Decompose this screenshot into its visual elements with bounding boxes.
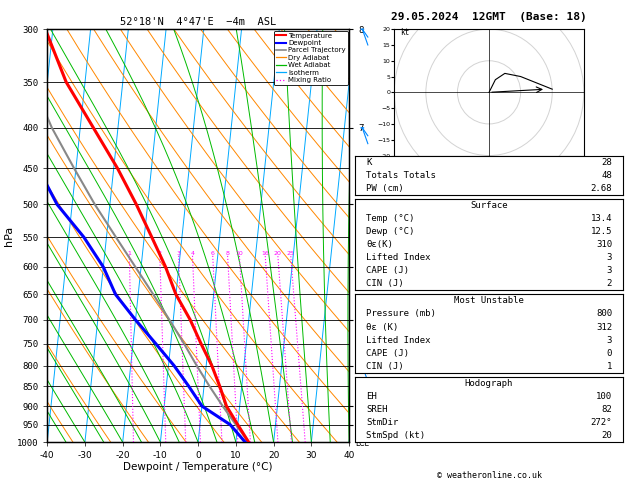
Text: 100: 100 xyxy=(596,392,612,401)
Text: 310: 310 xyxy=(596,240,612,249)
Text: 2.68: 2.68 xyxy=(591,184,612,193)
Text: Most Unstable: Most Unstable xyxy=(454,296,524,305)
Text: StmDir: StmDir xyxy=(366,418,398,427)
Text: Temp (°C): Temp (°C) xyxy=(366,214,415,223)
Text: LCL: LCL xyxy=(355,438,369,448)
Text: kt: kt xyxy=(401,29,410,37)
Text: StmSpd (kt): StmSpd (kt) xyxy=(366,431,425,440)
Text: 82: 82 xyxy=(601,405,612,414)
Text: 2: 2 xyxy=(606,279,612,288)
Legend: Temperature, Dewpoint, Parcel Trajectory, Dry Adiabat, Wet Adiabat, Isotherm, Mi: Temperature, Dewpoint, Parcel Trajectory… xyxy=(274,31,348,85)
Text: 0: 0 xyxy=(606,349,612,358)
Text: θε(K): θε(K) xyxy=(366,240,393,249)
Text: 3: 3 xyxy=(177,251,181,257)
Text: 8: 8 xyxy=(226,251,230,257)
Text: 2: 2 xyxy=(158,251,162,257)
Text: EH: EH xyxy=(366,392,377,401)
Text: Lifted Index: Lifted Index xyxy=(366,253,431,262)
Text: 13.4: 13.4 xyxy=(591,214,612,223)
Text: PW (cm): PW (cm) xyxy=(366,184,404,193)
Text: Pressure (mb): Pressure (mb) xyxy=(366,310,436,318)
Text: 800: 800 xyxy=(596,310,612,318)
Text: © weatheronline.co.uk: © weatheronline.co.uk xyxy=(437,471,542,480)
Text: K: K xyxy=(366,157,372,167)
Text: 28: 28 xyxy=(601,157,612,167)
Text: 10: 10 xyxy=(235,251,243,257)
Text: 3: 3 xyxy=(606,266,612,275)
Text: CAPE (J): CAPE (J) xyxy=(366,349,409,358)
Text: Lifted Index: Lifted Index xyxy=(366,336,431,345)
Text: Hodograph: Hodograph xyxy=(465,379,513,388)
Text: 3: 3 xyxy=(606,253,612,262)
Text: 20: 20 xyxy=(274,251,282,257)
X-axis label: Dewpoint / Temperature (°C): Dewpoint / Temperature (°C) xyxy=(123,462,273,472)
Text: 12.5: 12.5 xyxy=(591,227,612,236)
Text: θε (K): θε (K) xyxy=(366,323,398,331)
Text: CAPE (J): CAPE (J) xyxy=(366,266,409,275)
Text: SREH: SREH xyxy=(366,405,387,414)
Title: 52°18'N  4°47'E  −4m  ASL: 52°18'N 4°47'E −4m ASL xyxy=(120,17,276,27)
Text: 20: 20 xyxy=(601,431,612,440)
Text: Totals Totals: Totals Totals xyxy=(366,171,436,180)
Text: Surface: Surface xyxy=(470,201,508,210)
Text: 6: 6 xyxy=(211,251,214,257)
Y-axis label: hPa: hPa xyxy=(4,226,14,246)
Text: CIN (J): CIN (J) xyxy=(366,279,404,288)
Text: 4: 4 xyxy=(191,251,194,257)
Text: 1: 1 xyxy=(128,251,131,257)
Text: 48: 48 xyxy=(601,171,612,180)
Text: 3: 3 xyxy=(606,336,612,345)
Y-axis label: km
ASL: km ASL xyxy=(365,226,386,245)
Text: 25: 25 xyxy=(287,251,294,257)
Text: 29.05.2024  12GMT  (Base: 18): 29.05.2024 12GMT (Base: 18) xyxy=(391,12,587,22)
Text: 1: 1 xyxy=(606,362,612,371)
Text: 312: 312 xyxy=(596,323,612,331)
Text: 16: 16 xyxy=(261,251,269,257)
Text: Dewp (°C): Dewp (°C) xyxy=(366,227,415,236)
Text: 272°: 272° xyxy=(591,418,612,427)
Text: CIN (J): CIN (J) xyxy=(366,362,404,371)
